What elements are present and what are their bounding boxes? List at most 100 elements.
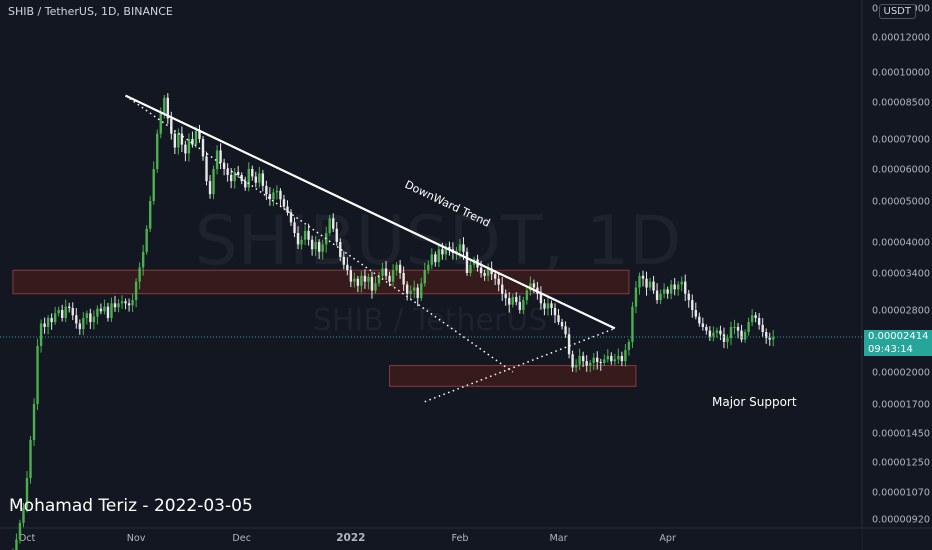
candle-body	[177, 133, 180, 148]
candle-body	[61, 310, 64, 318]
candle-body	[624, 350, 627, 362]
candle-body	[726, 338, 729, 342]
candle-body	[652, 281, 655, 291]
candle-body	[208, 181, 212, 195]
candle-body	[750, 315, 754, 323]
candle-body	[564, 326, 567, 335]
candle-body	[240, 174, 243, 182]
candle-body	[43, 323, 46, 327]
author-stamp: Mohamad Teriz - 2022-03-05	[9, 496, 253, 516]
candle-body	[645, 278, 648, 288]
time-axis[interactable]	[0, 528, 862, 550]
candle-body	[356, 278, 360, 286]
candle-body	[617, 355, 620, 360]
candle-body	[170, 118, 173, 134]
candle-body	[124, 301, 127, 304]
candle-body	[687, 293, 690, 301]
candle-body	[247, 169, 250, 188]
price-tick-label: 0.00000920	[872, 515, 930, 526]
currency-badge[interactable]: USDT	[878, 4, 916, 19]
price-tick-label: 0.00001700	[872, 400, 930, 411]
candle-body	[317, 242, 321, 252]
price-tick-label: 0.00003400	[872, 269, 930, 280]
candle-body	[229, 174, 233, 182]
candle-body	[367, 276, 370, 282]
candle-body	[286, 206, 289, 213]
candle-body	[198, 131, 201, 139]
candle-body	[578, 355, 581, 365]
candle-body	[648, 281, 652, 288]
candle-body	[194, 131, 198, 145]
candle-body	[719, 330, 722, 335]
candle-body	[89, 313, 92, 323]
candle-body	[493, 274, 497, 279]
price-tick-label: 0.00001250	[872, 458, 930, 469]
candle-body	[251, 169, 254, 177]
candle-body	[522, 300, 525, 310]
candle-body	[180, 133, 184, 145]
candle-body	[518, 302, 521, 310]
candle-body	[532, 283, 536, 288]
candle-body	[610, 355, 613, 362]
candle-body	[736, 326, 740, 331]
candle-body	[332, 218, 335, 229]
downtrend-line[interactable]	[125, 94, 616, 330]
countdown-timer: 09:43:14	[868, 343, 913, 355]
candle-body	[82, 317, 85, 330]
candle-body	[546, 303, 550, 309]
resistance-zone[interactable]	[12, 269, 630, 295]
candle-body	[765, 332, 768, 338]
candle-body	[691, 300, 694, 310]
candle-body	[772, 337, 775, 340]
time-tick-label: Nov	[127, 533, 146, 544]
candle-body	[152, 169, 155, 201]
candle-body	[342, 256, 345, 265]
candle-body	[560, 322, 564, 327]
candle-body	[557, 315, 560, 323]
candle-body	[413, 287, 416, 291]
candle-body	[300, 239, 303, 245]
candle-body	[78, 323, 81, 330]
candle-body	[141, 251, 145, 268]
candle-body	[127, 303, 131, 306]
candle-body	[328, 218, 331, 234]
candle-body	[293, 222, 296, 234]
price-tick-label: 0.00005000	[872, 197, 930, 208]
candle-body	[620, 355, 624, 362]
candle-body	[550, 303, 553, 308]
candle-body	[212, 169, 215, 195]
candle-body	[307, 230, 310, 240]
candle-body	[75, 315, 78, 324]
candle-body	[205, 156, 208, 182]
support-zone[interactable]	[389, 365, 637, 387]
candle-body	[409, 290, 412, 294]
candle-body	[627, 341, 631, 351]
candle-body	[581, 355, 585, 362]
candle-body	[335, 228, 338, 242]
candle-body	[666, 289, 669, 294]
price-tick-label: 0.00006000	[872, 165, 930, 176]
candle-body	[166, 97, 169, 119]
symbol-header[interactable]: SHIB / TetherUS, 1D, BINANCE	[8, 5, 173, 18]
candle-body	[92, 316, 96, 323]
price-axis[interactable]	[862, 0, 932, 550]
candle-body	[289, 212, 293, 223]
candle-body	[655, 290, 659, 301]
candle-body	[659, 293, 662, 301]
candle-body	[712, 332, 715, 337]
candle-body	[515, 296, 518, 303]
price-tick-label: 0.00012000	[872, 33, 930, 44]
candle-body	[455, 250, 458, 253]
candles	[12, 93, 775, 550]
candle-body	[113, 303, 117, 308]
candle-body	[434, 254, 437, 263]
candle-body	[279, 190, 282, 200]
candle-body	[430, 254, 433, 265]
candle-body	[733, 326, 736, 328]
dotted-trendline[interactable]	[125, 94, 514, 373]
candle-body	[131, 300, 134, 306]
candle-body	[525, 290, 529, 301]
candle-body	[117, 303, 120, 308]
candle-body	[314, 242, 317, 250]
